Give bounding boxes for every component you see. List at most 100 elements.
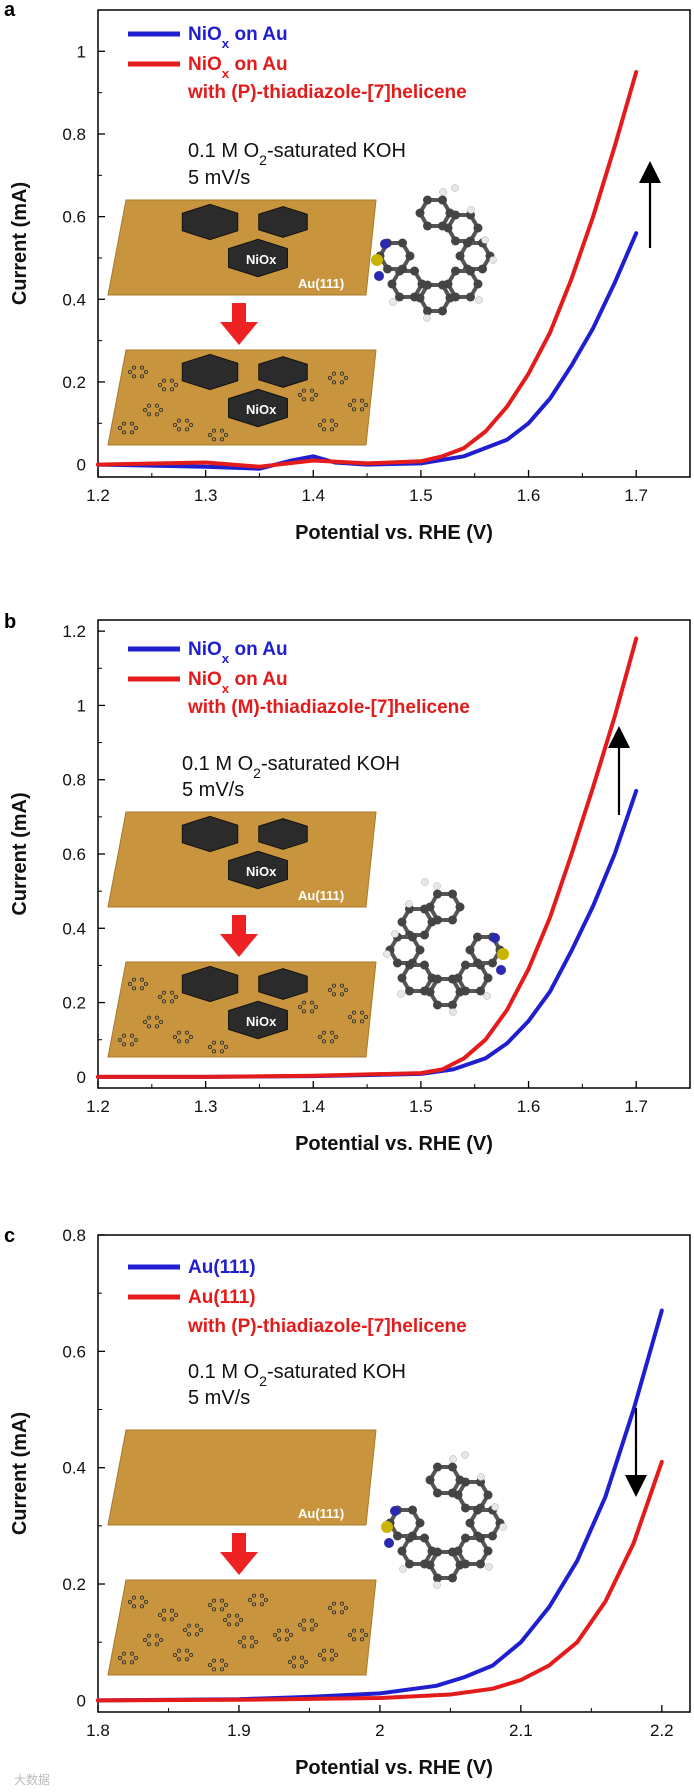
helicene-ring bbox=[211, 437, 217, 442]
adsorbed-helicene bbox=[182, 1623, 204, 1637]
carbon-atom bbox=[473, 932, 482, 942]
helicene-ring bbox=[329, 1657, 335, 1662]
adsorbed-helicene bbox=[172, 1648, 194, 1662]
helicene-ring bbox=[241, 1644, 247, 1649]
series-line-1 bbox=[96, 70, 639, 469]
helicene-ring bbox=[207, 1602, 213, 1608]
hydrogen-atom bbox=[491, 1503, 499, 1511]
helicene-ring bbox=[359, 1010, 365, 1015]
helicene-ring bbox=[226, 1613, 232, 1618]
x-tick-label: 1.6 bbox=[517, 1097, 541, 1116]
x-tick-label: 1.5 bbox=[409, 486, 433, 505]
helicene-ring bbox=[299, 1664, 305, 1669]
helicene-ring bbox=[117, 1037, 123, 1043]
helicene-ring bbox=[131, 977, 137, 982]
helicene-ring bbox=[339, 380, 345, 385]
nio-particle bbox=[228, 850, 288, 890]
helicene-ring bbox=[321, 418, 327, 423]
legend-label-line2: with (P)-thiadiazole-[7]helicene bbox=[187, 1316, 467, 1337]
helicene-ring bbox=[301, 397, 307, 402]
carbon-atom bbox=[415, 208, 425, 218]
helicene-ring bbox=[259, 1602, 265, 1607]
carbon-atom bbox=[448, 915, 457, 925]
helicene-ring bbox=[158, 1019, 164, 1025]
nio-label: NiOx bbox=[246, 402, 277, 417]
helicene-ring bbox=[186, 1632, 192, 1637]
helicene-ring bbox=[182, 1627, 188, 1633]
carbon-atom bbox=[448, 889, 457, 899]
helicene-ring bbox=[188, 422, 194, 428]
carbon-atom bbox=[476, 1533, 485, 1543]
helicene-ring bbox=[161, 990, 167, 995]
helicene-ring bbox=[223, 1662, 229, 1668]
adsorbed-helicene bbox=[117, 1651, 139, 1665]
carbon-atom bbox=[410, 292, 419, 302]
carbon-atom bbox=[397, 973, 407, 983]
helicene-ring bbox=[211, 1040, 217, 1045]
adsorbed-helicene bbox=[237, 1635, 259, 1649]
helicene-ring bbox=[297, 1004, 303, 1010]
helicene-ring bbox=[327, 987, 333, 993]
carbon-atom bbox=[473, 279, 483, 289]
helicene-ring bbox=[194, 1632, 200, 1637]
helicene-ring bbox=[301, 1009, 307, 1014]
nio-particle bbox=[258, 968, 308, 1000]
helicene-ring bbox=[184, 1657, 190, 1662]
adsorbed-helicene bbox=[297, 1000, 319, 1014]
helicene-ring bbox=[241, 1635, 247, 1640]
y-tick-label: 0.2 bbox=[62, 1575, 86, 1594]
hydrogen-atom bbox=[439, 188, 447, 196]
adsorbed-helicene bbox=[127, 1595, 149, 1609]
helicene-ring bbox=[139, 986, 145, 991]
panel-a: a 1.2 1.3 1.4 1.5 1.6 1.7 0 0.2 0.4 0.6 0.8 1 Potenti… bbox=[4, 0, 691, 544]
helicene-ring bbox=[121, 1033, 127, 1038]
carbon-atom bbox=[453, 973, 463, 983]
helicene-ring bbox=[339, 983, 345, 988]
adsorbed-helicene bbox=[127, 365, 149, 379]
helicene-ring bbox=[223, 432, 229, 438]
helicene-ring bbox=[121, 421, 127, 426]
helicene-ring bbox=[309, 1009, 315, 1014]
y-tick-label: 0.2 bbox=[62, 373, 86, 392]
helicene-ring bbox=[211, 1607, 217, 1612]
carbon-atom bbox=[451, 266, 460, 276]
helicene-ring bbox=[146, 1633, 152, 1638]
helicene-ring bbox=[146, 1015, 152, 1020]
y-tick-label: 1 bbox=[77, 696, 86, 715]
helicene-ring bbox=[351, 407, 357, 412]
helicene-ring bbox=[339, 371, 345, 376]
carbon-atom bbox=[405, 986, 414, 996]
carbon-atom bbox=[425, 1475, 435, 1485]
adsorbed-helicene bbox=[317, 418, 339, 432]
helicene-ring bbox=[158, 1637, 164, 1643]
helicene-ring bbox=[301, 1000, 307, 1005]
helicene-ring bbox=[317, 422, 323, 428]
carbon-atom bbox=[438, 306, 447, 316]
panel-c: c 1.8 1.9 2 2.1 2.2 0 0.2 0.4 0.6 0.8 Potential vs.… bbox=[4, 1225, 691, 1779]
carbon-atom bbox=[448, 1547, 457, 1557]
adsorbed-helicene bbox=[157, 1608, 179, 1622]
series-line-0 bbox=[96, 1308, 664, 1703]
helicene-ring bbox=[301, 1618, 307, 1623]
helicene-ring bbox=[173, 1612, 179, 1618]
helicene-ring bbox=[347, 402, 353, 408]
helicene-ring bbox=[219, 1049, 225, 1054]
helicene-ring bbox=[291, 1655, 297, 1660]
carbon-atom bbox=[420, 960, 429, 970]
helicene-molecule bbox=[383, 878, 509, 1016]
axes-frame bbox=[97, 1234, 691, 1713]
x-tick-label: 1.7 bbox=[624, 1097, 648, 1116]
adsorbed-helicene bbox=[117, 421, 139, 435]
helicene-ring bbox=[131, 1595, 137, 1600]
carbon-atom bbox=[417, 279, 427, 289]
axes-frame bbox=[97, 9, 691, 478]
helicene-ring bbox=[139, 977, 145, 982]
helicene-ring bbox=[129, 430, 135, 435]
helicene-ring bbox=[173, 994, 179, 1000]
helicene-ring bbox=[347, 1632, 353, 1638]
y-axis-label: Current (mA) bbox=[9, 182, 31, 305]
carbon-atom bbox=[423, 221, 432, 231]
legend-label-line2: with (M)-thiadiazole-[7]helicene bbox=[187, 697, 470, 718]
adsorbed-helicene bbox=[287, 1655, 309, 1669]
helicene-ring bbox=[129, 1042, 135, 1047]
